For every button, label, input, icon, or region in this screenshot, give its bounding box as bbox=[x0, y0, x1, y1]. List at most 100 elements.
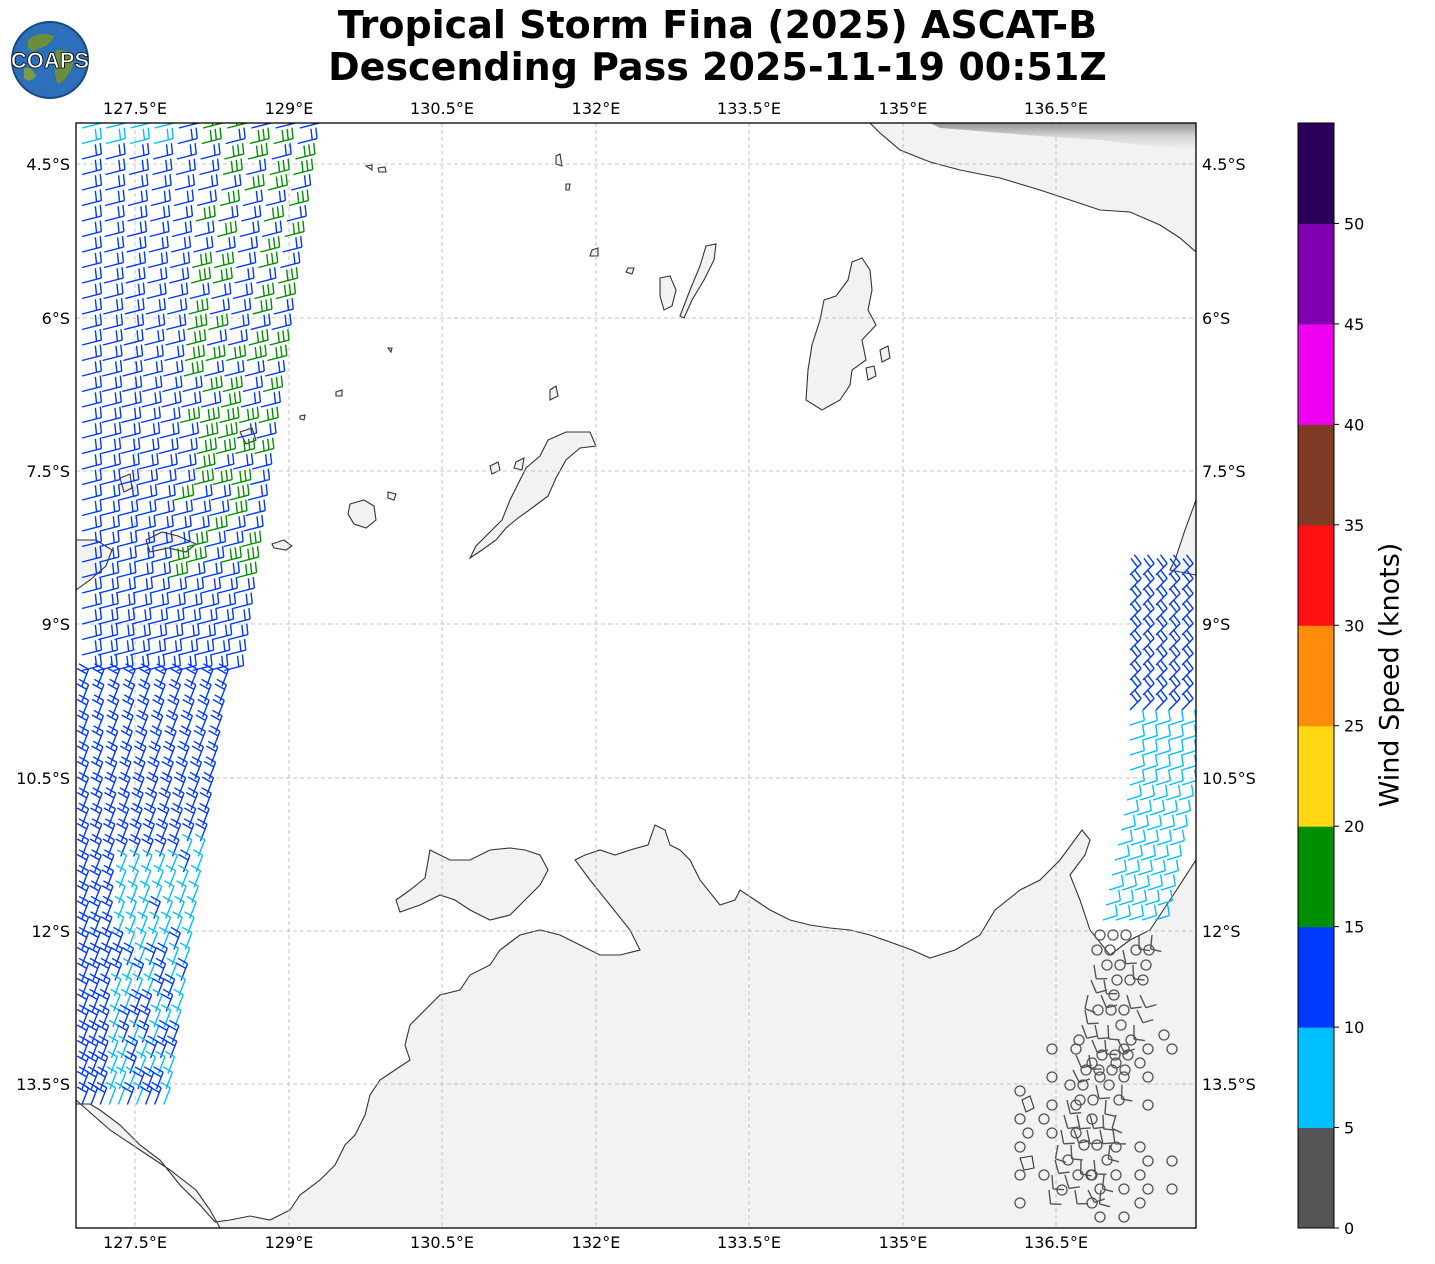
wind-barb bbox=[1143, 829, 1160, 846]
wind-barb bbox=[81, 267, 103, 284]
wind-barb bbox=[1175, 799, 1192, 816]
wind-barb bbox=[183, 577, 205, 594]
wind-barb bbox=[165, 592, 186, 610]
wind-barb bbox=[1074, 1189, 1089, 1205]
calm-marker bbox=[1111, 974, 1123, 986]
wind-barb bbox=[1142, 724, 1159, 741]
wind-barb bbox=[125, 911, 137, 935]
wind-barb bbox=[123, 344, 144, 362]
wind-barb bbox=[120, 988, 132, 1012]
wind-barb bbox=[120, 422, 141, 439]
wind-barb bbox=[1142, 629, 1155, 651]
wind-barb bbox=[186, 329, 207, 346]
calm-marker bbox=[1070, 1127, 1082, 1139]
wind-barb bbox=[135, 926, 147, 950]
wind-barb bbox=[121, 391, 142, 408]
calm-marker bbox=[1107, 929, 1119, 941]
calm-marker bbox=[1130, 944, 1142, 956]
babar-island bbox=[347, 499, 377, 529]
wind-barb bbox=[213, 608, 235, 625]
wind-barb bbox=[169, 546, 190, 563]
wind-barb bbox=[152, 158, 173, 176]
colorbar-tick-labels: 0 5 10 15 20 25 30 35 40 45 50 bbox=[1334, 214, 1364, 1238]
wind-barb bbox=[1136, 1009, 1154, 1024]
wind-barb bbox=[106, 694, 120, 718]
wind-barb bbox=[217, 422, 238, 439]
wind-barb bbox=[1094, 1024, 1110, 1040]
wind-barb bbox=[101, 391, 122, 408]
wind-barb bbox=[98, 957, 112, 981]
wind-barb bbox=[124, 1050, 137, 1074]
calm-marker bbox=[1093, 1064, 1105, 1076]
wind-barb bbox=[1155, 599, 1168, 621]
highland-shading bbox=[930, 123, 1196, 150]
wind-barb bbox=[286, 205, 307, 222]
wind-barb bbox=[1181, 674, 1194, 696]
wind-barb bbox=[1169, 829, 1186, 846]
calm-marker bbox=[1086, 1113, 1098, 1125]
wind-barb bbox=[134, 530, 156, 548]
wind-barb bbox=[1081, 1024, 1098, 1039]
wind-barb bbox=[81, 453, 103, 470]
wind-barb bbox=[103, 818, 116, 842]
wind-barb bbox=[81, 468, 103, 486]
wind-barb bbox=[76, 709, 90, 733]
wind-barb bbox=[130, 123, 151, 129]
wind-barb bbox=[105, 756, 118, 780]
wind-barb bbox=[1142, 754, 1159, 771]
wind-barb bbox=[130, 623, 151, 641]
wind-barbs bbox=[76, 123, 1196, 1223]
wind-barb bbox=[198, 422, 219, 439]
wind-barb bbox=[95, 1050, 109, 1074]
wind-barb bbox=[139, 880, 151, 904]
wind-barb bbox=[1095, 1084, 1111, 1100]
wind-barb bbox=[174, 484, 195, 501]
wind-barb bbox=[101, 864, 115, 888]
wind-barb bbox=[1104, 1099, 1116, 1118]
wind-barb bbox=[267, 174, 288, 191]
wind-barb bbox=[139, 663, 152, 687]
tanimbar-islands bbox=[468, 431, 597, 560]
wind-barb bbox=[99, 546, 120, 563]
wind-barb bbox=[91, 709, 105, 733]
wind-barb bbox=[102, 329, 123, 346]
wind-barb bbox=[171, 220, 193, 238]
wind-barb bbox=[76, 849, 90, 873]
wind-barb bbox=[227, 499, 248, 517]
wind-barb bbox=[142, 818, 155, 842]
calm-marker bbox=[1109, 1049, 1121, 1061]
wind-barb bbox=[118, 771, 131, 795]
wind-barb bbox=[1141, 904, 1158, 921]
calm-marker bbox=[1086, 1057, 1098, 1069]
wind-barb bbox=[95, 1066, 108, 1090]
wind-barb bbox=[212, 267, 233, 284]
wind-barb bbox=[167, 298, 188, 315]
calm-marker bbox=[1122, 1049, 1134, 1061]
calm-marker bbox=[1014, 1141, 1026, 1153]
gridlines bbox=[76, 123, 1196, 1228]
wind-barb bbox=[282, 236, 303, 253]
wind-barb bbox=[1066, 1099, 1082, 1115]
calm-marker bbox=[1134, 1141, 1146, 1153]
wind-barb bbox=[295, 143, 316, 160]
wind-barb bbox=[196, 437, 218, 455]
wind-barb bbox=[143, 802, 157, 826]
wind-barb bbox=[81, 174, 103, 191]
wind-barb bbox=[1076, 1114, 1091, 1130]
wind-barb bbox=[218, 205, 239, 222]
wind-barb bbox=[1181, 569, 1194, 591]
wind-barb bbox=[76, 663, 90, 687]
calm-marker bbox=[1091, 944, 1103, 956]
wind-barb bbox=[123, 663, 136, 687]
wind-barb bbox=[210, 639, 231, 656]
wind-barb bbox=[1172, 814, 1189, 831]
x-tick-label-top: 133.5°E bbox=[717, 99, 781, 118]
wind-barb bbox=[105, 143, 126, 160]
wind-barb bbox=[107, 1050, 118, 1074]
wind-barb bbox=[124, 282, 146, 300]
wind-barb bbox=[81, 127, 103, 145]
wind-barb bbox=[100, 499, 121, 517]
wind-barb bbox=[146, 771, 159, 795]
wind-barb bbox=[100, 911, 113, 935]
